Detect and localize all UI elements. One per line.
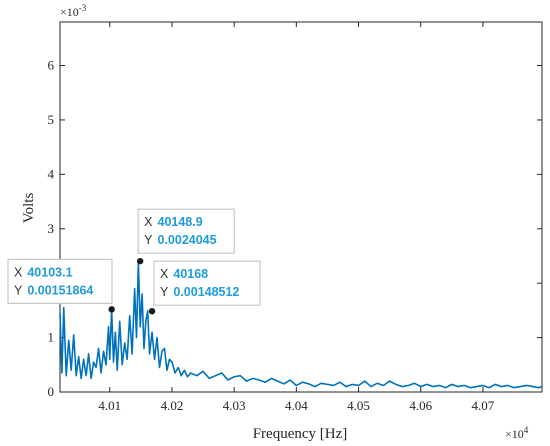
x-tick-label: 4.06: [409, 398, 432, 413]
data-tip[interactable]: X 40148.9 Y 0.0024045: [136, 208, 235, 265]
data-tip-marker[interactable]: [148, 307, 156, 315]
x-tick-label: 4.07: [472, 398, 495, 413]
data-tip[interactable]: X 40168 Y 0.00148512: [148, 260, 261, 315]
x-tick-label: 4.03: [223, 398, 246, 413]
y-tick-label: 0: [48, 384, 55, 399]
series-layer: [59, 260, 543, 389]
y-tick-label: 6: [48, 58, 55, 73]
series-line: [59, 260, 543, 389]
data-tip-box: [137, 208, 235, 254]
plot-area: [59, 21, 543, 393]
x-axis-ticks: 4.01 4.02 4.03 4.04 4.05 4.06 4.07: [98, 22, 495, 413]
data-tip-box: [7, 258, 113, 304]
y-axis-label: Volts: [21, 193, 37, 224]
data-tip-x-row: X 40168: [160, 267, 208, 281]
y-tick-label: 4: [48, 166, 55, 181]
x-axis-label: Frequency [Hz]: [253, 426, 348, 442]
y-tick-label: 5: [48, 112, 55, 127]
data-tip[interactable]: X 40103.1 Y 0.00151864: [7, 258, 115, 313]
y-tick-label: 1: [48, 330, 55, 345]
data-tip-box: [153, 260, 261, 306]
data-tip-marker[interactable]: [136, 257, 144, 265]
x-exponent-label: ×104: [505, 425, 529, 441]
data-tip-x-row: X 40103.1: [14, 265, 73, 279]
data-tip-y-row: Y 0.0024045: [144, 233, 216, 247]
data-tip-y-row: Y 0.00148512: [160, 285, 239, 299]
y-exponent-label: ×10-3: [60, 3, 87, 19]
data-tip-marker[interactable]: [108, 306, 115, 313]
x-tick-label: 4.05: [347, 398, 370, 413]
x-tick-label: 4.01: [98, 398, 121, 413]
data-tip-y-row: Y 0.00151864: [14, 283, 93, 297]
data-tip-x-row: X 40148.9: [144, 215, 203, 229]
x-tick-label: 4.02: [161, 398, 184, 413]
x-tick-label: 4.04: [285, 398, 308, 413]
y-tick-label: 3: [48, 221, 55, 236]
